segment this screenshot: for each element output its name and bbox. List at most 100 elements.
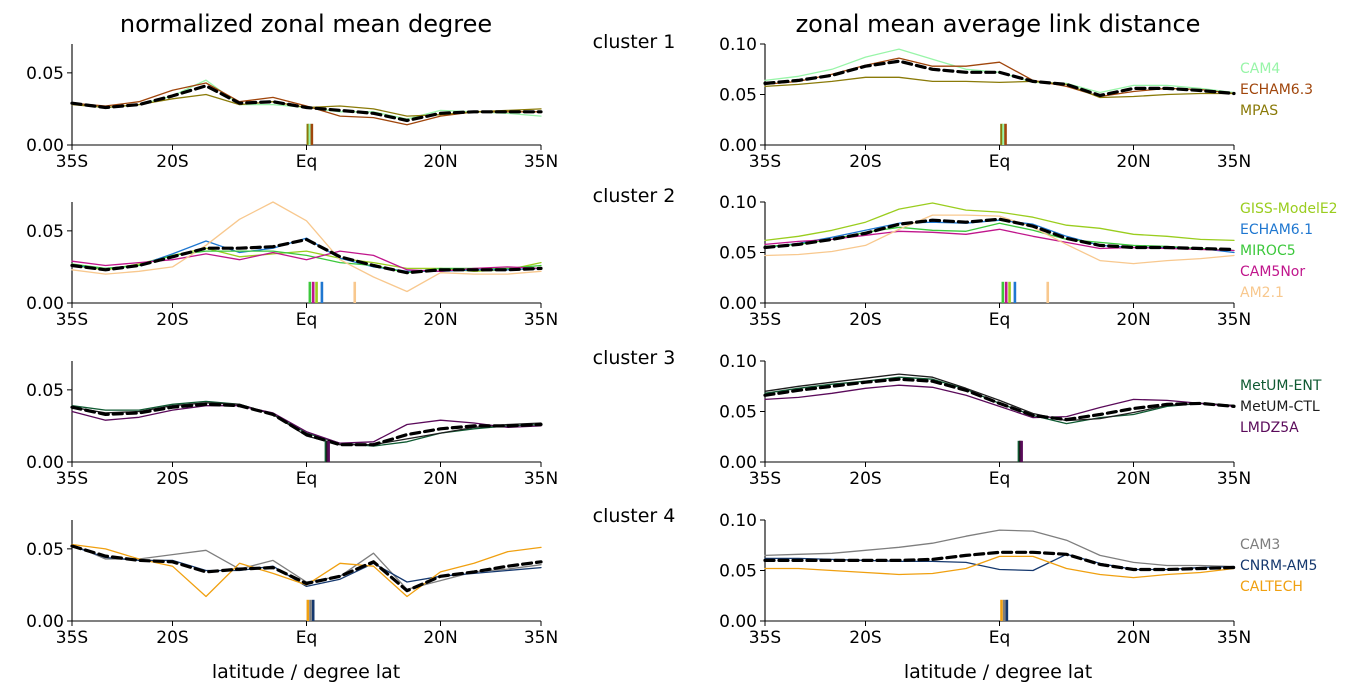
series-line-cnrm-am5 — [71, 545, 542, 588]
series-line-echam6-1 — [71, 237, 542, 272]
legend-entry-am2-1: AM2.1 — [1240, 285, 1284, 301]
x-tick-label: 35S — [749, 310, 781, 330]
y-tick-label: 0.10 — [719, 511, 757, 531]
y-tick-label: 0.10 — [719, 35, 757, 55]
panel-c4-degree: 0.00 0.05 35S 20S Eq 20N 35N — [26, 520, 558, 648]
y-tick-label: 0.05 — [719, 562, 757, 582]
y-tick-label: 0.00 — [26, 453, 64, 473]
y-tick-label: 0.00 — [719, 612, 757, 632]
title-right: zonal mean average link distance — [796, 10, 1201, 38]
y-tick-label: 0.00 — [719, 294, 757, 314]
y-tick-label: 0.00 — [26, 612, 64, 632]
x-tick-label: 35S — [749, 628, 781, 648]
x-tick-label: 35S — [56, 469, 88, 489]
x-tick-label: Eq — [989, 152, 1011, 172]
y-tick-label: 0.05 — [26, 381, 64, 401]
series-line-caltech — [764, 555, 1235, 579]
x-tick-label: 35N — [1217, 628, 1251, 648]
series-line-caltech — [71, 543, 542, 598]
title-left: normalized zonal mean degree — [120, 10, 492, 38]
x-tick-label: 35N — [524, 310, 558, 330]
mean-line — [70, 84, 543, 123]
series-line-cam3 — [764, 529, 1235, 568]
y-tick-label: 0.00 — [26, 136, 64, 156]
x-tick-label: Eq — [989, 310, 1011, 330]
panel-c1-degree: 0.00 0.05 35S 20S Eq 20N 35N — [26, 44, 558, 172]
x-tick-label: 35N — [524, 469, 558, 489]
y-tick-label: 0.00 — [26, 294, 64, 314]
legend-entry-metum-ctl: MetUM-CTL — [1240, 399, 1320, 415]
x-tick-label: 20S — [849, 152, 881, 172]
y-tick-label: 0.05 — [26, 222, 64, 242]
x-tick-label: Eq — [989, 469, 1011, 489]
series-line-lmdz5a — [71, 405, 542, 444]
x-axis-label-right: latitude / degree lat — [904, 661, 1092, 683]
cluster-label-4: cluster 4 — [593, 505, 676, 527]
x-axis-label-left: latitude / degree lat — [212, 661, 400, 683]
legend-entry-mpas: MPAS — [1240, 103, 1278, 119]
y-tick-label: 0.05 — [26, 64, 64, 84]
panel-c2-link-distance: 0.00 0.05 0.10 35S 20S Eq 20N 35N GISS-ModelE2 EC… — [719, 193, 1337, 330]
series-line-mpas — [764, 76, 1235, 99]
x-tick-label: 35S — [56, 628, 88, 648]
x-tick-label: 20S — [156, 310, 188, 330]
x-tick-label: 20S — [849, 469, 881, 489]
x-tick-label: 20N — [1116, 628, 1150, 648]
x-tick-label: 35S — [56, 152, 88, 172]
legend-entry-echam6-1: ECHAM6.1 — [1240, 222, 1313, 238]
x-tick-label: Eq — [989, 628, 1011, 648]
x-tick-label: 35N — [1217, 310, 1251, 330]
series-line-cam4 — [764, 48, 1235, 94]
mean-line — [763, 217, 1236, 252]
x-tick-label: Eq — [296, 469, 318, 489]
y-tick-label: 0.05 — [719, 403, 757, 423]
y-tick-label: 0.10 — [719, 193, 757, 213]
legend-entry-cam3: CAM3 — [1240, 537, 1280, 553]
x-tick-label: 20S — [156, 469, 188, 489]
x-tick-label: Eq — [296, 152, 318, 172]
series-line-echam6-3 — [764, 57, 1235, 98]
y-tick-label: 0.10 — [719, 352, 757, 372]
legend-entry-cam4: CAM4 — [1240, 61, 1280, 77]
mean-line — [70, 237, 543, 275]
legend-entry-metum-ent: MetUM-ENT — [1240, 378, 1322, 394]
x-tick-label: 20N — [423, 628, 457, 648]
x-tick-label: Eq — [296, 628, 318, 648]
y-tick-label: 0.05 — [26, 540, 64, 560]
legend-entry-caltech: CALTECH — [1240, 579, 1303, 595]
mean-line — [70, 544, 543, 593]
x-tick-label: 20N — [423, 310, 457, 330]
panel-c3-degree: 0.00 0.05 35S 20S Eq 20N 35N — [26, 361, 558, 489]
x-tick-label: 20S — [156, 628, 188, 648]
mean-line — [763, 59, 1236, 98]
x-tick-label: 35S — [56, 310, 88, 330]
series-line-metum-ent — [71, 400, 542, 447]
mean-line — [70, 402, 543, 447]
x-tick-label: 20N — [423, 469, 457, 489]
x-tick-label: 35N — [1217, 469, 1251, 489]
legend-entry-echam6-3: ECHAM6.3 — [1240, 82, 1313, 98]
x-tick-label: 20S — [849, 310, 881, 330]
x-tick-label: 20N — [1116, 152, 1150, 172]
cluster-label-3: cluster 3 — [593, 347, 676, 369]
x-tick-label: 20N — [1116, 310, 1150, 330]
y-tick-label: 0.00 — [719, 136, 757, 156]
panel-c3-link-distance: 0.00 0.05 0.10 35S 20S Eq 20N 35N MetUM-ENT MetUM… — [719, 352, 1322, 489]
x-tick-label: 20N — [1116, 469, 1150, 489]
mean-line — [763, 550, 1236, 572]
cluster-label-1: cluster 1 — [593, 31, 676, 53]
legend-entry-cam5nor: CAM5Nor — [1240, 264, 1305, 280]
x-tick-label: 35S — [749, 469, 781, 489]
series-line-lmdz5a — [764, 384, 1235, 419]
series-line-metum-ctl — [764, 373, 1235, 422]
panel-c1-link-distance: 0.00 0.05 0.10 35S 20S Eq 20N 35N CAM4 ECHAM6.3 MP… — [719, 35, 1313, 172]
x-tick-label: 20N — [423, 152, 457, 172]
mean-line — [763, 377, 1236, 422]
legend-entry-giss-modele2: GISS-ModelE2 — [1240, 201, 1338, 217]
y-tick-label: 0.05 — [719, 86, 757, 106]
x-tick-label: 20S — [849, 628, 881, 648]
x-tick-label: 35N — [524, 628, 558, 648]
series-line-am2-1 — [71, 201, 542, 293]
x-tick-label: 35N — [524, 152, 558, 172]
